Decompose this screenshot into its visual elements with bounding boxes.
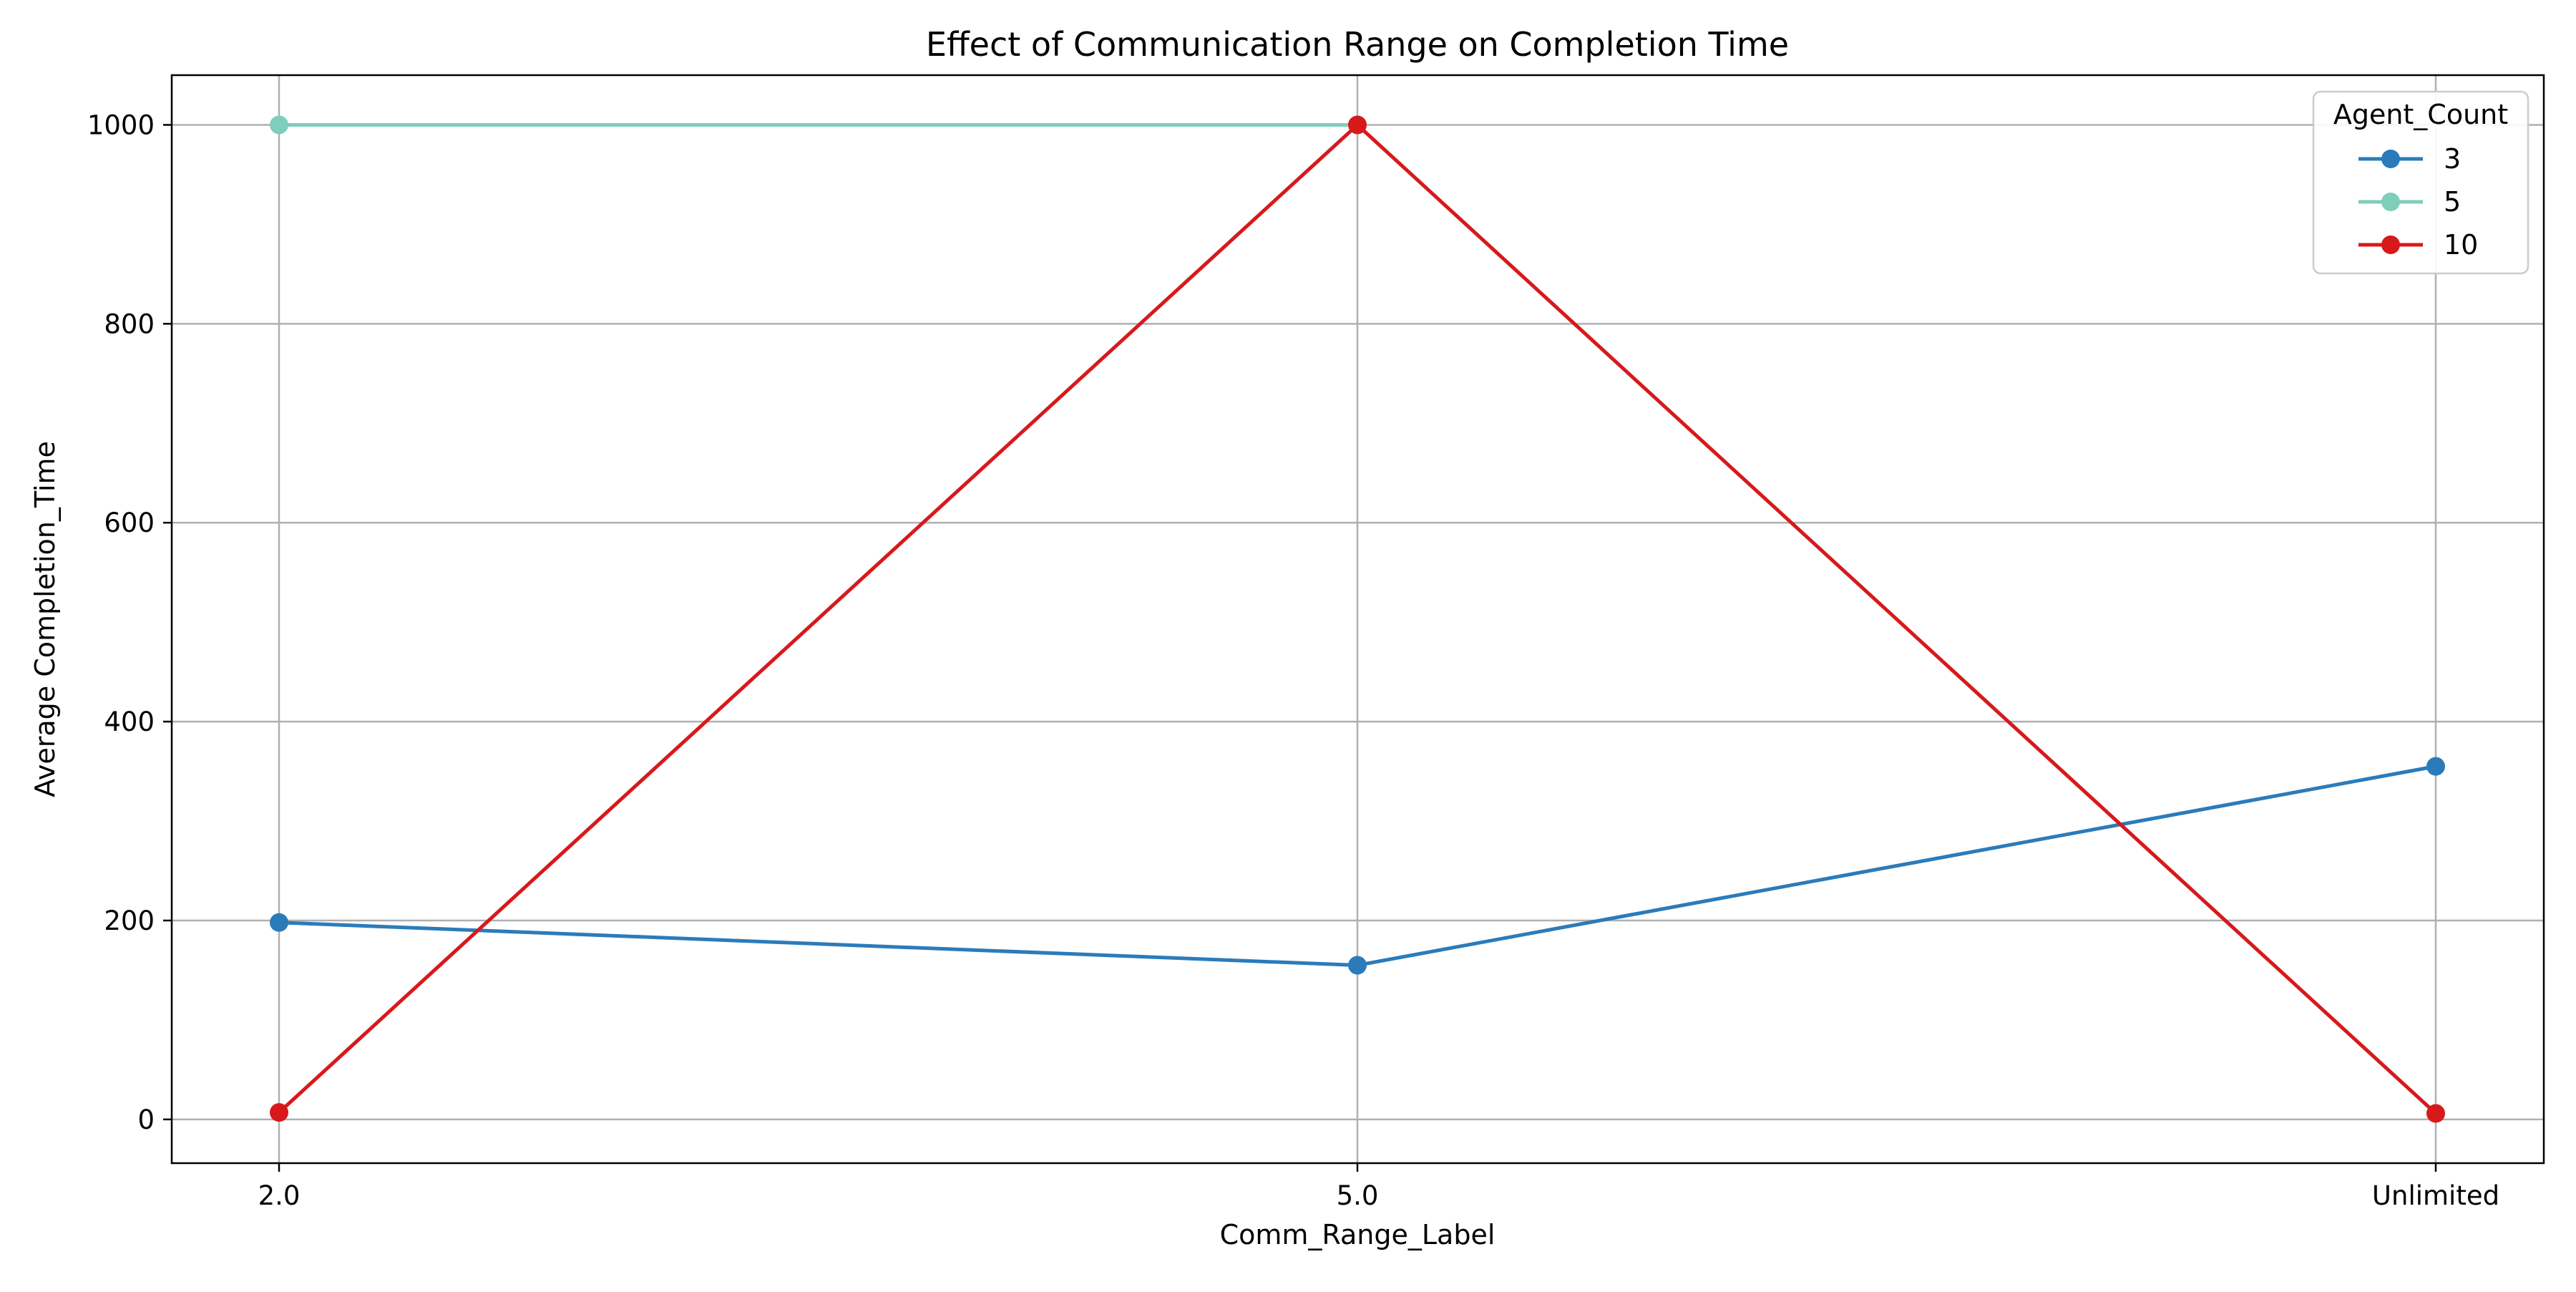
legend-marker [2381,150,2400,168]
legend: Agent_Count 3 5 10 [2312,90,2529,275]
legend-label: 5 [2444,186,2461,218]
legend-box [2312,90,2529,275]
data-point [270,115,288,135]
data-point [1348,956,1367,975]
series-3 [270,757,2445,975]
legend-marker [2381,235,2400,254]
y-tick-label: 800 [104,309,155,339]
data-point [1348,115,1367,135]
x-tick-label: 2.0 [258,1180,301,1211]
ticks: 2.0 5.0 Unlimited 0 200 400 600 800 1000 [87,110,2499,1211]
chart-title: Effect of Communication Range on Complet… [926,25,1789,64]
legend-label: 3 [2444,143,2461,175]
y-axis-label: Average Completion_Time [29,441,61,797]
data-point [270,1103,288,1122]
legend-label: 10 [2444,229,2478,261]
y-tick-label: 600 [104,507,155,538]
series-10 [270,115,2445,1123]
legend-marker [2381,193,2400,211]
x-axis-label: Comm_Range_Label [1220,1219,1496,1250]
y-tick-label: 1000 [87,110,155,140]
x-tick-label: 5.0 [1337,1180,1379,1211]
y-tick-label: 400 [104,706,155,737]
series-group [270,115,2445,1123]
y-tick-label: 0 [137,1104,155,1135]
y-tick-label: 200 [104,905,155,936]
x-tick-label: Unlimited [2372,1180,2499,1211]
legend-title: Agent_Count [2333,99,2508,130]
data-point [270,913,288,932]
data-point [2426,757,2445,776]
data-point [2426,1104,2445,1123]
